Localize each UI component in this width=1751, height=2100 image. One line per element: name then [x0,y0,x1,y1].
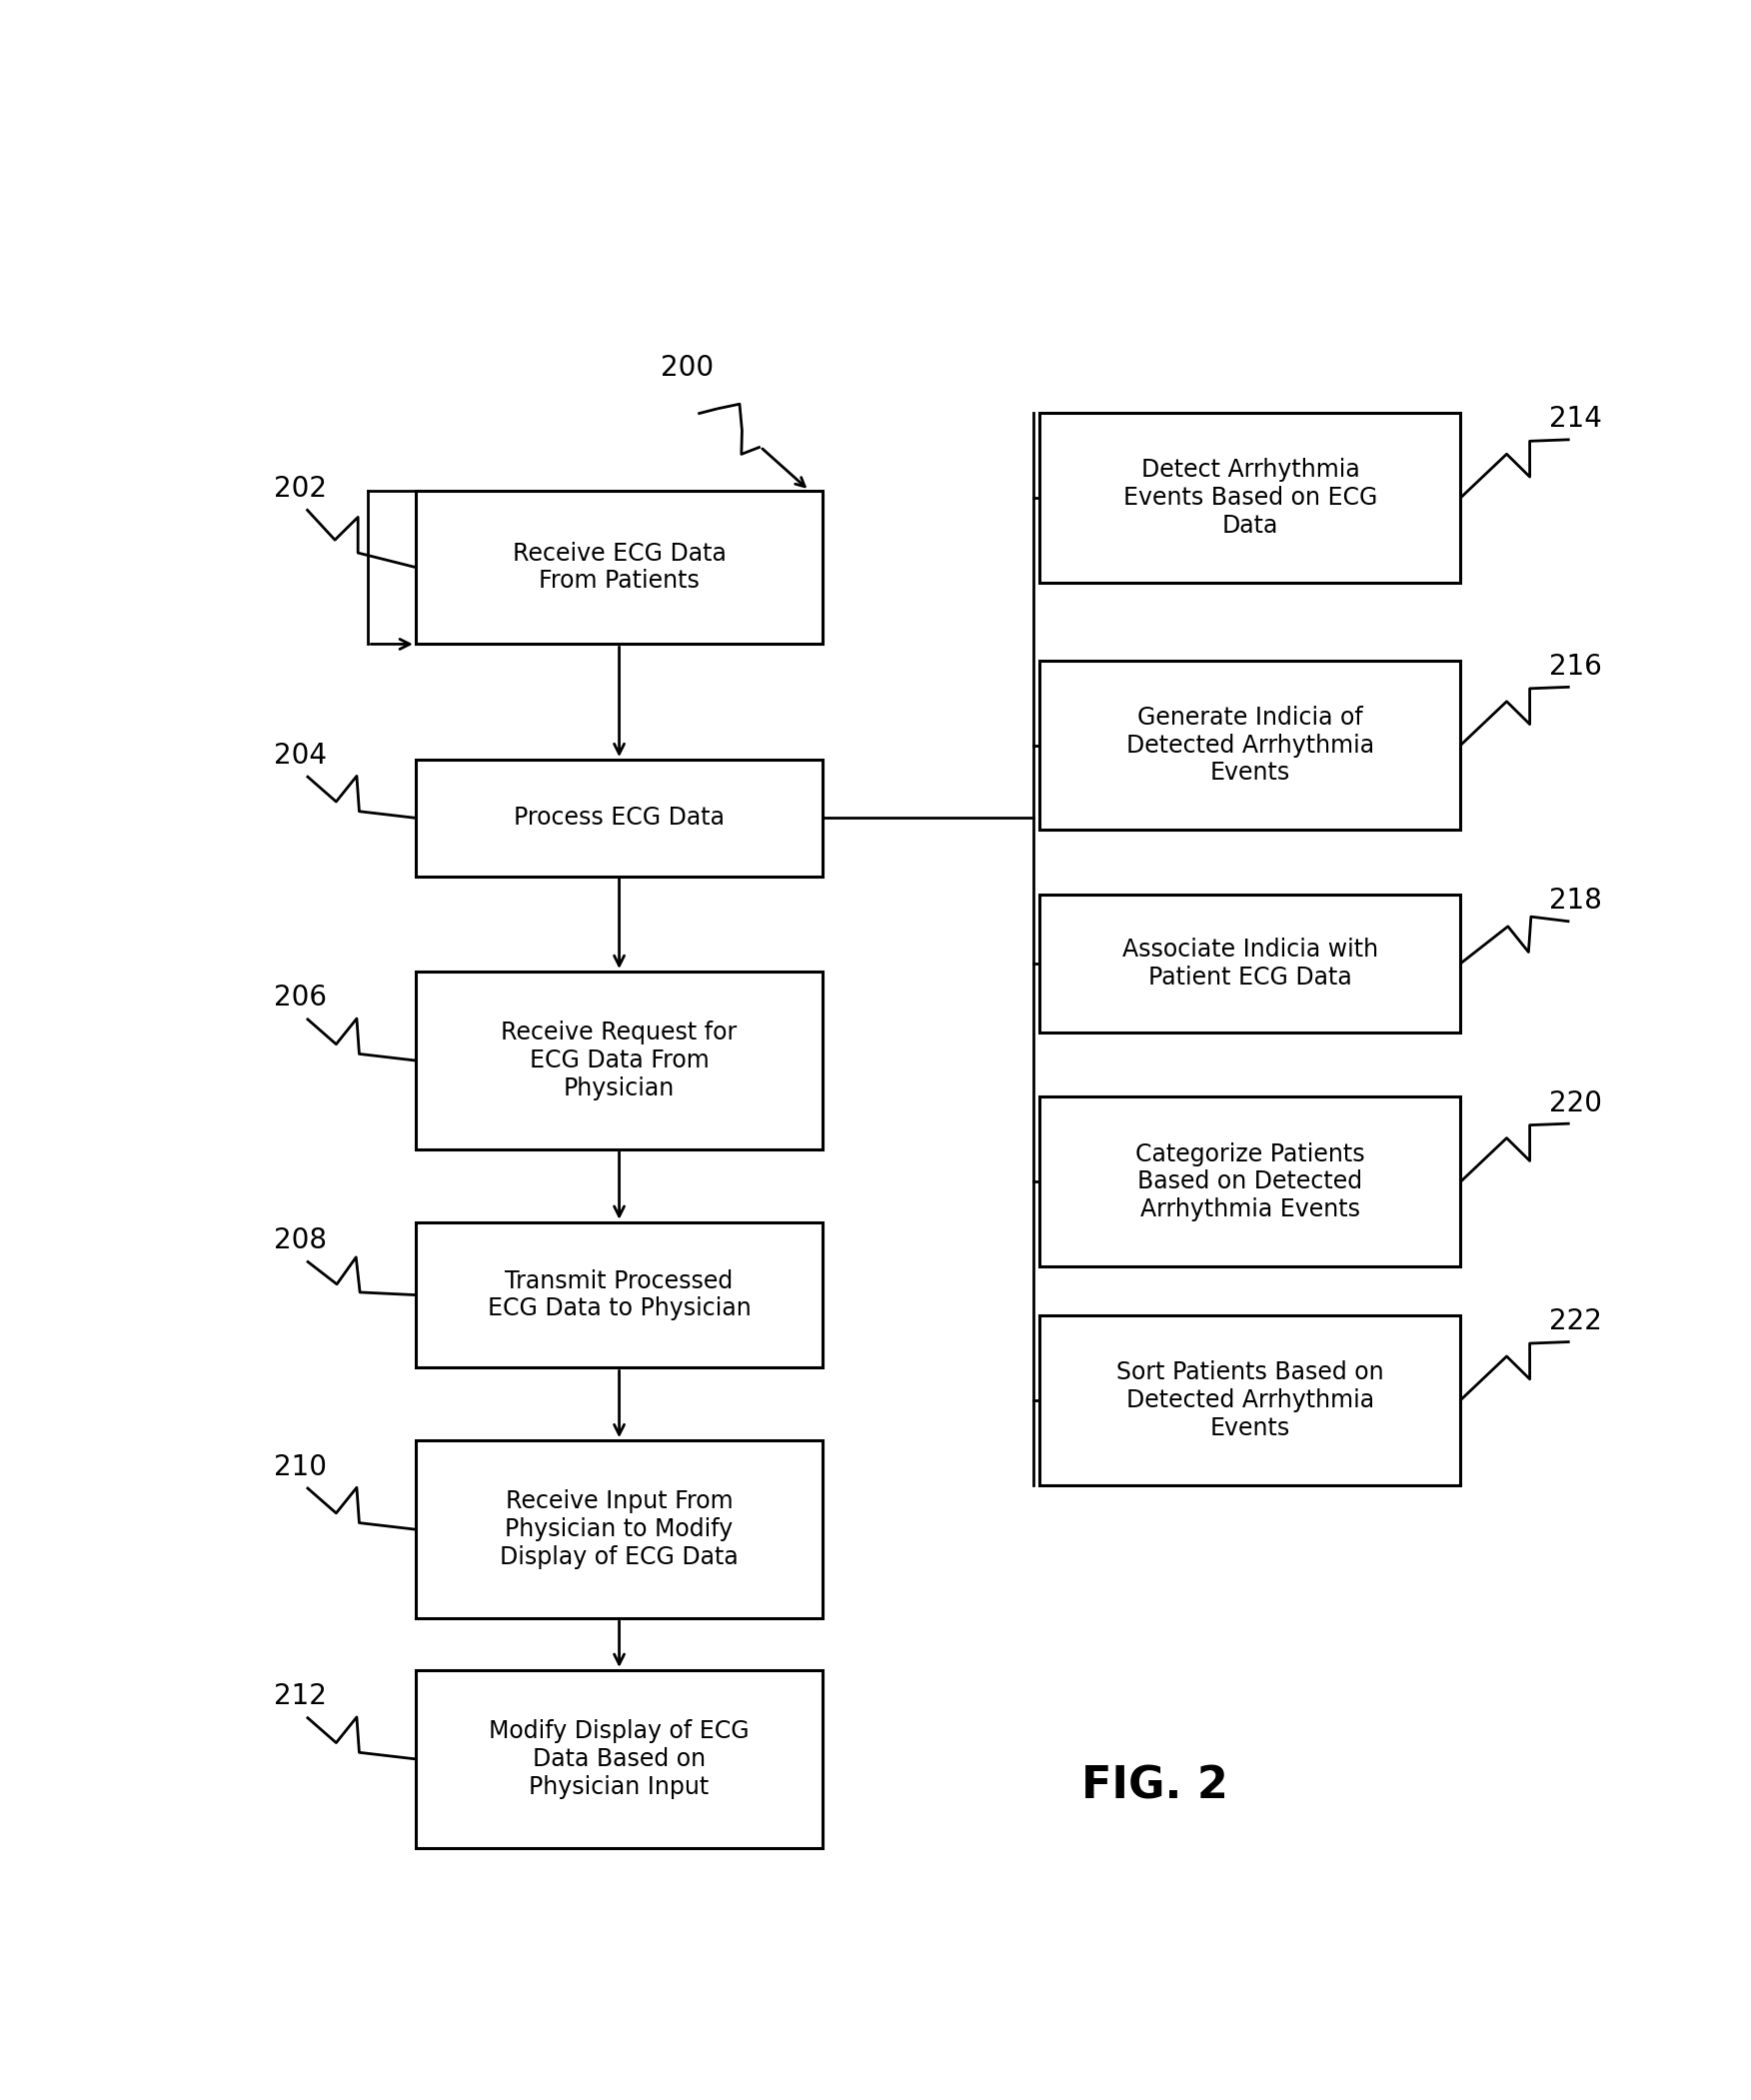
Text: 212: 212 [273,1682,327,1711]
FancyBboxPatch shape [1040,1315,1460,1485]
FancyBboxPatch shape [415,491,823,645]
Text: Receive ECG Data
From Patients: Receive ECG Data From Patients [513,542,727,592]
Text: 220: 220 [1550,1090,1602,1117]
Text: 214: 214 [1550,405,1602,433]
FancyBboxPatch shape [1040,1096,1460,1266]
FancyBboxPatch shape [415,1441,823,1619]
Text: 210: 210 [273,1453,327,1480]
FancyBboxPatch shape [1040,659,1460,830]
Text: 208: 208 [273,1226,327,1254]
Text: Receive Request for
ECG Data From
Physician: Receive Request for ECG Data From Physic… [501,1021,737,1100]
Text: Detect Arrhythmia
Events Based on ECG
Data: Detect Arrhythmia Events Based on ECG Da… [1122,458,1378,538]
Text: Sort Patients Based on
Detected Arrhythmia
Events: Sort Patients Based on Detected Arrhythm… [1117,1361,1383,1441]
Text: Receive Input From
Physician to Modify
Display of ECG Data: Receive Input From Physician to Modify D… [499,1489,739,1569]
Text: 202: 202 [273,475,327,502]
FancyBboxPatch shape [415,1670,823,1848]
Text: 204: 204 [273,741,327,769]
Text: Associate Indicia with
Patient ECG Data: Associate Indicia with Patient ECG Data [1122,937,1378,989]
Text: Generate Indicia of
Detected Arrhythmia
Events: Generate Indicia of Detected Arrhythmia … [1126,706,1375,785]
FancyBboxPatch shape [415,760,823,876]
Text: 218: 218 [1550,886,1602,916]
FancyBboxPatch shape [415,972,823,1149]
FancyBboxPatch shape [1040,414,1460,582]
Text: Process ECG Data: Process ECG Data [513,806,725,830]
Text: 206: 206 [273,985,327,1012]
FancyBboxPatch shape [1040,895,1460,1033]
Text: 222: 222 [1550,1308,1602,1336]
Text: FIG. 2: FIG. 2 [1082,1764,1229,1808]
Text: Categorize Patients
Based on Detected
Arrhythmia Events: Categorize Patients Based on Detected Ar… [1135,1142,1366,1222]
Text: Transmit Processed
ECG Data to Physician: Transmit Processed ECG Data to Physician [487,1268,751,1321]
Text: 216: 216 [1550,653,1602,680]
FancyBboxPatch shape [415,1222,823,1367]
Text: Modify Display of ECG
Data Based on
Physician Input: Modify Display of ECG Data Based on Phys… [489,1720,749,1800]
Text: 200: 200 [660,353,714,382]
